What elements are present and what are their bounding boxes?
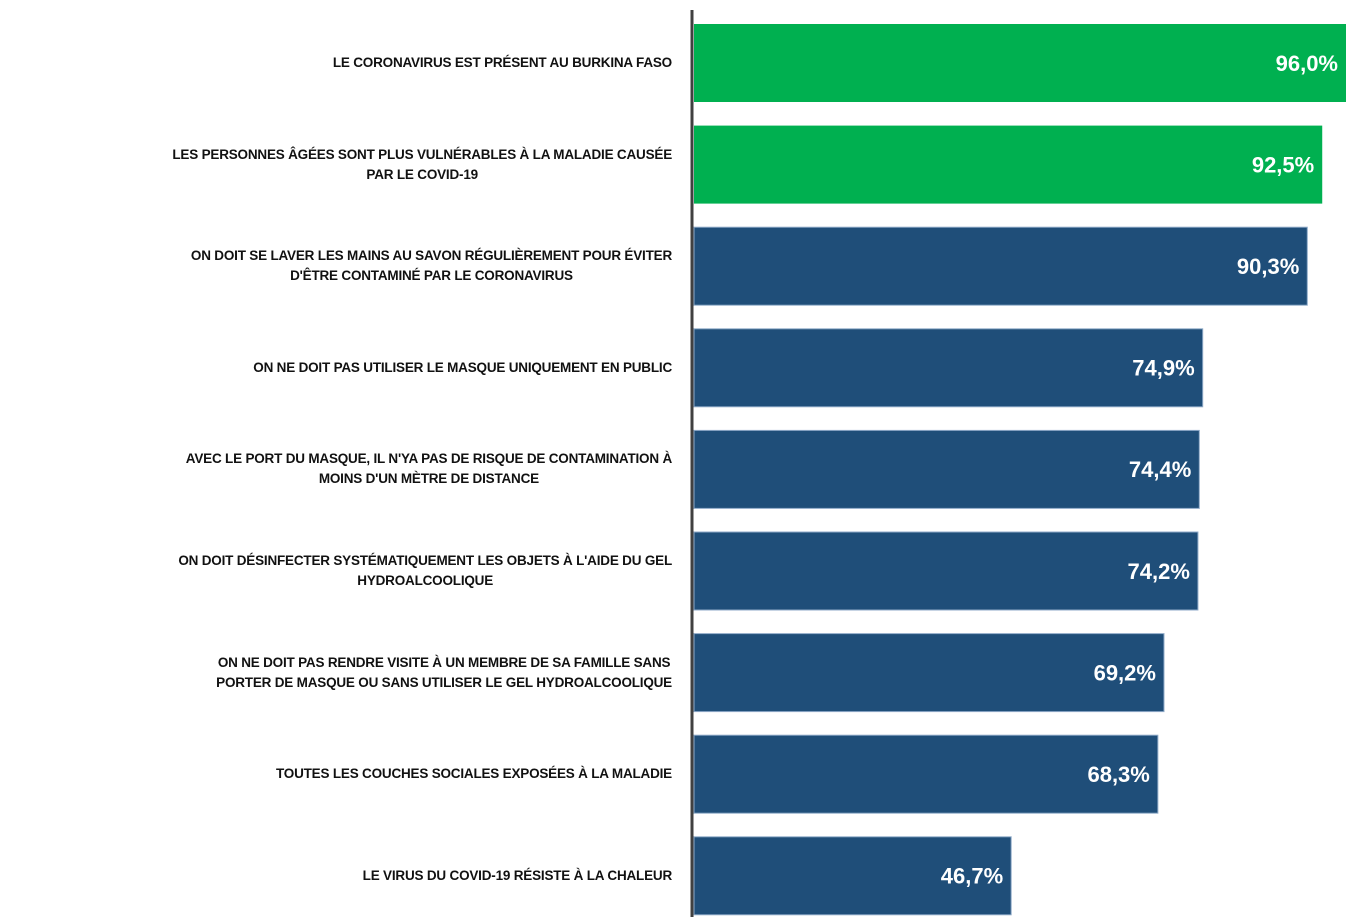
category-label: LES PERSONNES ÂGÉES SONT PLUS VULNÉRABLE…: [0, 145, 672, 185]
category-label: ON NE DOIT PAS UTILISER LE MASQUE UNIQUE…: [0, 358, 672, 378]
value-label: 96,0%: [1276, 51, 1338, 76]
category-text: AVEC LE PORT DU MASQUE, IL N'YA PAS DE R…: [185, 451, 672, 487]
category-text: LE VIRUS DU COVID-19 RÉSISTE À LA CHALEU…: [362, 867, 673, 883]
bar: [693, 836, 1012, 916]
value-label: 69,2%: [1094, 660, 1156, 685]
bar: [694, 24, 1346, 102]
value-label: 74,2%: [1128, 559, 1190, 584]
bar: [693, 328, 1204, 408]
category-text: ON NE DOIT PAS RENDRE VISITE À UN MEMBRE…: [216, 654, 672, 690]
bar: [693, 226, 1308, 306]
category-label: TOUTES LES COUCHES SOCIALES EXPOSÉES À L…: [0, 764, 672, 784]
category-text: ON NE DOIT PAS UTILISER LE MASQUE UNIQUE…: [253, 359, 672, 375]
category-label: ON NE DOIT PAS RENDRE VISITE À UN MEMBRE…: [0, 653, 672, 693]
category-label: ON DOIT DÉSINFECTER SYSTÉMATIQUEMENT LES…: [0, 551, 672, 591]
category-label: LE VIRUS DU COVID-19 RÉSISTE À LA CHALEU…: [0, 866, 673, 886]
category-text: LES PERSONNES ÂGÉES SONT PLUS VULNÉRABLE…: [172, 146, 672, 182]
value-label: 92,5%: [1252, 152, 1314, 177]
category-text: ON DOIT DÉSINFECTER SYSTÉMATIQUEMENT LES…: [178, 553, 672, 588]
bar: [693, 734, 1159, 814]
value-label: 74,9%: [1132, 356, 1194, 381]
category-label: LE CORONAVIRUS EST PRÉSENT AU BURKINA FA…: [0, 53, 672, 73]
value-label: 68,3%: [1087, 762, 1149, 787]
value-label: 74,4%: [1129, 457, 1191, 482]
bar: [693, 633, 1165, 713]
category-label: AVEC LE PORT DU MASQUE, IL N'YA PAS DE R…: [0, 449, 672, 489]
value-label: 90,3%: [1237, 254, 1299, 279]
bar: [693, 531, 1199, 611]
value-label: 46,7%: [941, 864, 1003, 889]
bar: [694, 125, 1323, 204]
bar: [693, 429, 1200, 509]
category-label: ON DOIT SE LAVER LES MAINS AU SAVON RÉGU…: [0, 246, 672, 286]
category-text: ON DOIT SE LAVER LES MAINS AU SAVON RÉGU…: [190, 248, 672, 284]
category-text: LE CORONAVIRUS EST PRÉSENT AU BURKINA FA…: [332, 55, 672, 70]
category-text: TOUTES LES COUCHES SOCIALES EXPOSÉES À L…: [275, 766, 672, 782]
